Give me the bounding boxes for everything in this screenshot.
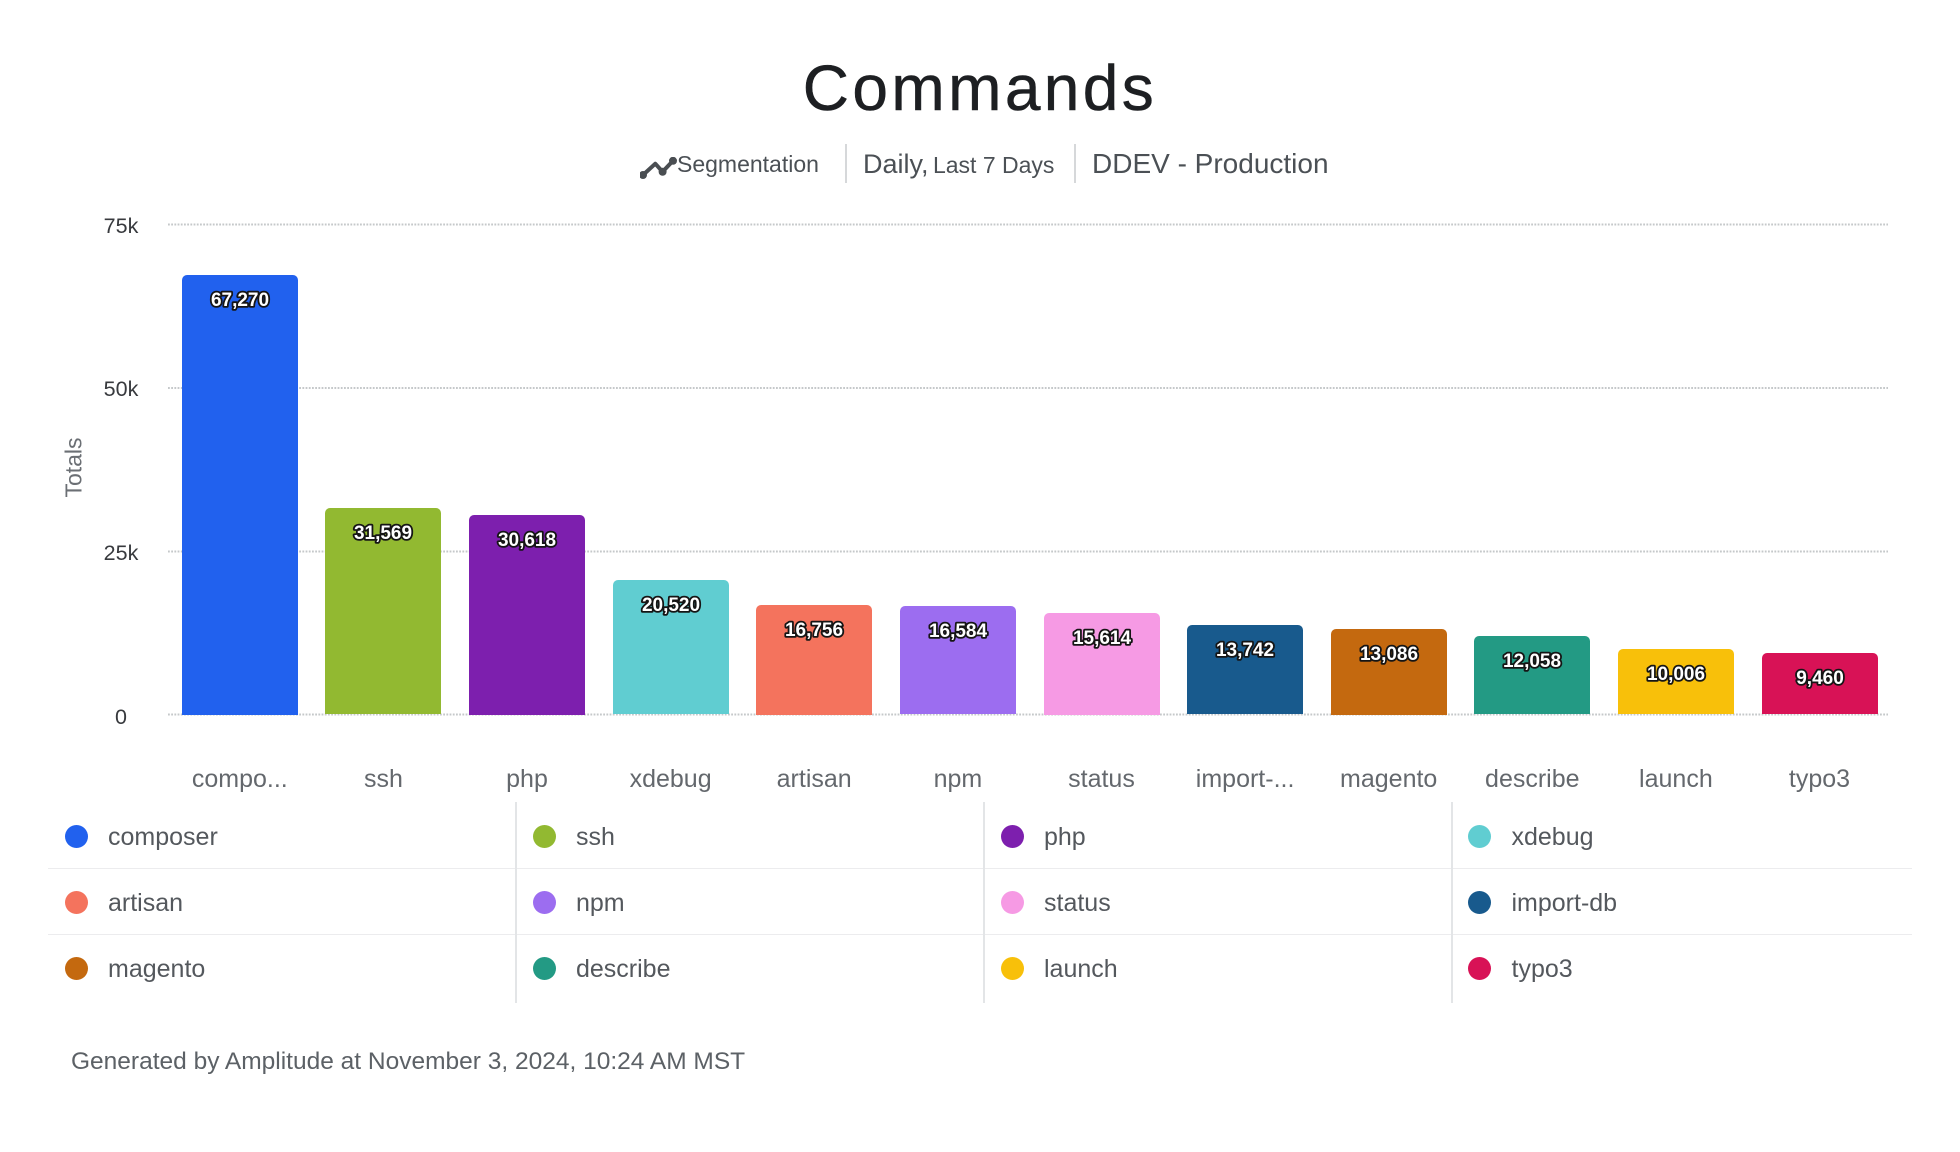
svg-text:20,520: 20,520 — [642, 595, 700, 616]
svg-text:67,270: 67,270 — [211, 290, 269, 311]
svg-text:30,618: 30,618 — [498, 530, 556, 551]
svg-text:10,006: 10,006 — [1647, 664, 1705, 685]
svg-text:15,614: 15,614 — [1072, 628, 1131, 649]
svg-text:13,742: 13,742 — [1216, 640, 1274, 661]
svg-text:13,086: 13,086 — [1360, 644, 1418, 665]
svg-text:9,460: 9,460 — [1796, 668, 1844, 689]
svg-text:12,058: 12,058 — [1503, 651, 1561, 672]
svg-text:16,584: 16,584 — [929, 621, 988, 642]
svg-text:31,569: 31,569 — [354, 523, 412, 544]
svg-text:16,756: 16,756 — [785, 620, 843, 641]
